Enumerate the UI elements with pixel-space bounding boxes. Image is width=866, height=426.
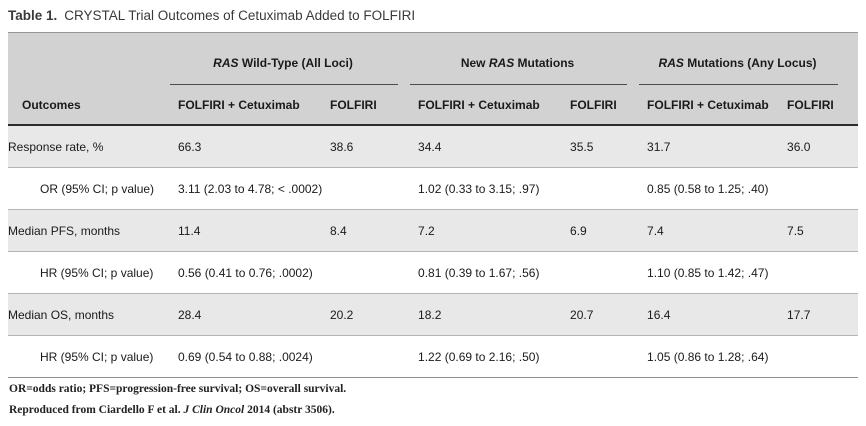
footnote-abbreviations: OR=odds ratio; PFS=progression-free surv… <box>9 383 347 395</box>
value-cell: 6.9 <box>570 209 648 252</box>
table-row-median-pfs: Median PFS, months 11.4 8.4 7.2 6.9 7.4 … <box>8 209 859 252</box>
value-cell: 31.7 <box>647 125 788 168</box>
table-row-hr-pfs: HR (95% CI; p value) 0.56 (0.41 to 0.76;… <box>8 251 859 294</box>
value-cell: 17.7 <box>787 293 859 336</box>
group-underline <box>170 84 399 85</box>
group-underline <box>639 84 839 85</box>
outcomes-table: RAS Wild-Type (All Loci) New RAS Mutatio… <box>8 32 859 378</box>
column-header-folfiri-cetuximab: FOLFIRI + Cetuximab <box>647 86 788 126</box>
value-cell: 34.4 <box>418 125 571 168</box>
table-row-hr-os: HR (95% CI; p value) 0.69 (0.54 to 0.88;… <box>8 335 859 378</box>
table-row-or: OR (95% CI; p value) 3.11 (2.03 to 4.78;… <box>8 167 859 210</box>
value-cell: 36.0 <box>787 125 859 168</box>
footnote-source: Reproduced from Ciardello F et al. J Cli… <box>9 404 335 416</box>
value-cell: 7.5 <box>787 209 859 252</box>
row-label: Median OS, months <box>8 293 178 336</box>
value-cell: 38.6 <box>330 125 419 168</box>
value-cell: 1.05 (0.86 to 1.28; .64) <box>647 335 859 378</box>
value-cell: 16.4 <box>647 293 788 336</box>
value-cell: 0.69 (0.54 to 0.88; .0024) <box>178 335 419 378</box>
group-header-ras-mutations-any-locus: RAS Mutations (Any Locus) <box>639 32 859 86</box>
value-cell: 7.4 <box>647 209 788 252</box>
value-cell: 35.5 <box>570 125 648 168</box>
group-header-row: RAS Wild-Type (All Loci) New RAS Mutatio… <box>8 32 859 86</box>
table-row-median-os: Median OS, months 28.4 20.2 18.2 20.7 16… <box>8 293 859 336</box>
value-cell: 11.4 <box>178 209 330 252</box>
row-label: Median PFS, months <box>8 209 178 252</box>
column-header-folfiri-cetuximab: FOLFIRI + Cetuximab <box>418 86 571 126</box>
table-header: RAS Wild-Type (All Loci) New RAS Mutatio… <box>8 32 859 126</box>
table-footnotes: OR=odds ratio; PFS=progression-free surv… <box>9 379 346 421</box>
table-row-response-rate: Response rate, % 66.3 38.6 34.4 35.5 31.… <box>8 125 859 168</box>
group-underline <box>410 84 628 85</box>
value-cell: 18.2 <box>418 293 571 336</box>
group-label: New RAS Mutations <box>460 55 575 70</box>
value-cell: 3.11 (2.03 to 4.78; < .0002) <box>178 167 419 210</box>
empty-corner-cell <box>8 32 178 86</box>
value-cell: 0.81 (0.39 to 1.67; .56) <box>418 251 648 294</box>
value-cell: 1.10 (0.85 to 1.42; .47) <box>647 251 859 294</box>
column-header-outcomes: Outcomes <box>8 86 178 126</box>
value-cell: 66.3 <box>178 125 330 168</box>
column-header-folfiri: FOLFIRI <box>570 86 648 126</box>
value-cell: 7.2 <box>418 209 571 252</box>
table-title: Table 1. CRYSTAL Trial Outcomes of Cetuxi… <box>8 8 415 23</box>
row-label: OR (95% CI; p value) <box>8 167 178 210</box>
row-label: Response rate, % <box>8 125 178 168</box>
table-number: Table 1. <box>8 8 58 23</box>
row-label: HR (95% CI; p value) <box>8 251 178 294</box>
value-cell: 1.02 (0.33 to 3.15; .97) <box>418 167 648 210</box>
table-caption: CRYSTAL Trial Outcomes of Cetuximab Adde… <box>64 8 416 23</box>
value-cell: 28.4 <box>178 293 330 336</box>
value-cell: 0.85 (0.58 to 1.25; .40) <box>647 167 859 210</box>
table-body: Response rate, % 66.3 38.6 34.4 35.5 31.… <box>8 125 859 378</box>
value-cell: 20.2 <box>330 293 419 336</box>
row-label: HR (95% CI; p value) <box>8 335 178 378</box>
column-header-row: Outcomes FOLFIRI + Cetuximab FOLFIRI FOL… <box>8 86 859 126</box>
value-cell: 0.56 (0.41 to 0.76; .0002) <box>178 251 419 294</box>
value-cell: 1.22 (0.69 to 2.16; .50) <box>418 335 648 378</box>
column-header-folfiri: FOLFIRI <box>330 86 419 126</box>
group-header-ras-wild-type: RAS Wild-Type (All Loci) <box>170 32 419 86</box>
group-label: RAS Mutations (Any Locus) <box>658 55 817 70</box>
group-label: RAS Wild-Type (All Loci) <box>213 55 353 70</box>
column-header-folfiri-cetuximab: FOLFIRI + Cetuximab <box>178 86 330 126</box>
value-cell: 8.4 <box>330 209 419 252</box>
group-header-new-ras-mutations: New RAS Mutations <box>410 32 648 86</box>
value-cell: 20.7 <box>570 293 648 336</box>
column-header-folfiri: FOLFIRI <box>787 86 859 126</box>
